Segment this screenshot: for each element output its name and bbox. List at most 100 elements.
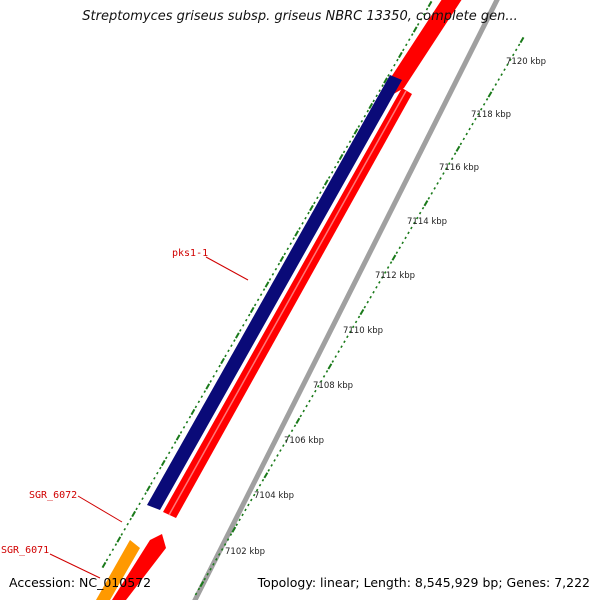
gene-label-SGR_6071[interactable]: SGR_6071	[1, 545, 49, 556]
tick-mark	[401, 241, 404, 245]
tick-mark	[386, 266, 390, 269]
tick-mark	[292, 237, 295, 240]
tick-mark	[314, 389, 317, 393]
tick-mark	[366, 300, 369, 304]
tick-mark	[372, 290, 375, 294]
tick-mark	[471, 122, 474, 126]
tick-mark	[398, 246, 401, 250]
tick-mark	[268, 278, 272, 281]
tick-mark	[279, 449, 282, 452]
tick-mark	[298, 227, 301, 230]
tick-mark	[346, 335, 349, 339]
tick-mark	[497, 78, 500, 81]
tick-mark	[421, 206, 425, 210]
tick-mark	[425, 7, 429, 11]
tick-mark	[494, 83, 498, 86]
inner-tick-track	[101, 0, 433, 569]
tick-mark	[387, 74, 390, 77]
tick-mark	[224, 354, 227, 358]
tick-label-7118: 7118 kbp	[471, 110, 511, 120]
tick-mark	[249, 306, 255, 314]
tick-mark	[430, 191, 434, 195]
tick-mark	[263, 472, 269, 479]
tick-mark	[491, 88, 495, 91]
tick-mark	[313, 201, 316, 205]
tick-mark	[319, 191, 322, 195]
tick-mark	[410, 226, 413, 230]
tick-mark	[517, 43, 521, 47]
tick-mark	[413, 221, 416, 225]
tick-mark	[218, 364, 221, 368]
outer-tick-track	[194, 36, 525, 596]
tick-mark	[239, 329, 242, 332]
backbone-line	[190, 0, 500, 604]
tick-mark	[238, 518, 241, 522]
tick-mark	[381, 84, 384, 87]
tick-mark	[453, 152, 457, 156]
tick-mark	[131, 510, 137, 518]
tick-mark	[120, 533, 124, 536]
feature-pks1-1[interactable]	[147, 75, 402, 510]
tick-mark	[468, 127, 471, 131]
tick-mark	[138, 502, 141, 506]
feature-red-lower[interactable]	[112, 534, 166, 600]
accession-text: Accession: NC_010572	[9, 575, 152, 590]
tick-mark	[331, 360, 335, 363]
tick-mark	[439, 177, 442, 180]
tick-mark	[262, 288, 266, 291]
tick-mark	[141, 497, 144, 501]
tick-mark	[294, 230, 300, 237]
tick-mark	[375, 94, 378, 98]
tick-mark	[200, 395, 204, 399]
feature-SGR_6071[interactable]	[96, 540, 140, 600]
gene-label-pks1-1[interactable]: pks1-1	[172, 248, 208, 259]
tick-mark	[325, 370, 329, 373]
tick-mark	[293, 424, 297, 428]
tick-mark	[330, 170, 334, 174]
tick-mark	[282, 444, 285, 447]
tick-mark	[244, 508, 247, 512]
tick-mark	[290, 429, 294, 433]
tick-mark	[506, 63, 509, 67]
tick-mark	[194, 592, 198, 596]
tick-mark	[395, 251, 399, 255]
tick-mark	[256, 298, 260, 302]
tick-mark	[284, 439, 288, 443]
tick-mark	[415, 216, 419, 220]
tick-mark	[135, 507, 138, 511]
feature-red-upper[interactable]	[384, 0, 468, 96]
tick-mark	[199, 581, 205, 588]
tick-mark	[327, 176, 331, 179]
tick-mark	[383, 77, 388, 84]
tick-mark	[301, 221, 304, 225]
tick-mark	[338, 153, 344, 161]
tick-mark	[188, 415, 192, 419]
tick-mark	[322, 186, 325, 189]
tick-mark	[323, 179, 329, 186]
tick-mark	[194, 405, 198, 409]
tick-mark	[427, 196, 431, 200]
tick-label-7114: 7114 kbp	[407, 217, 447, 227]
tick-mark	[450, 157, 454, 161]
tick-mark	[215, 558, 218, 561]
tick-mark	[286, 247, 289, 251]
tick-mark	[442, 172, 445, 175]
gene-label-SGR_6072[interactable]: SGR_6072	[29, 490, 77, 501]
tick-mark	[447, 162, 451, 166]
tick-mark	[311, 394, 314, 398]
tick-mark	[287, 434, 291, 438]
tick-mark	[271, 272, 275, 276]
tick-mark	[264, 281, 270, 288]
tick-mark	[302, 409, 305, 413]
tick-mark	[283, 252, 287, 256]
leader-pks1-1	[205, 256, 249, 281]
tick-mark	[357, 315, 361, 319]
tick-mark	[407, 231, 410, 235]
tick-mark	[342, 150, 346, 154]
tick-mark	[389, 261, 393, 264]
tick-mark	[156, 471, 159, 475]
tick-mark	[227, 349, 230, 353]
tick-mark	[197, 400, 201, 404]
tick-label-7112: 7112 kbp	[375, 271, 415, 281]
tick-mark	[480, 107, 483, 111]
